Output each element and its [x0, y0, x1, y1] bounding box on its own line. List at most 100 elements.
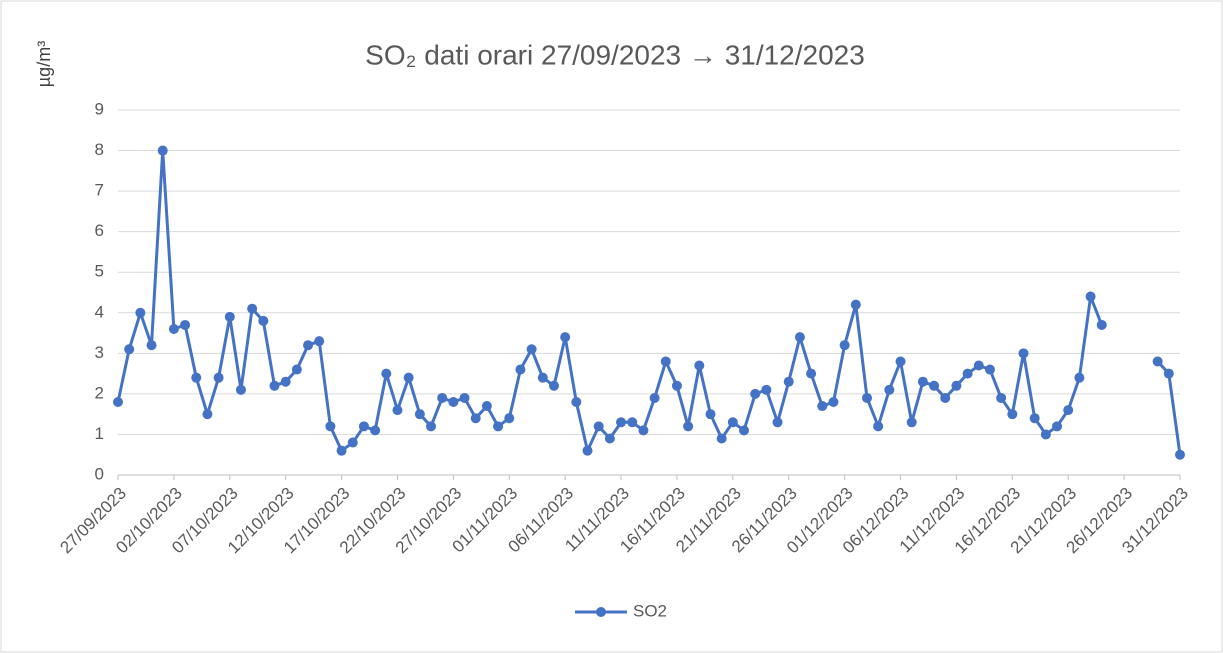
point [459, 392, 470, 403]
point [314, 336, 325, 347]
point [861, 392, 872, 403]
point [1096, 319, 1107, 330]
point [817, 401, 828, 412]
point [727, 417, 738, 428]
point [716, 433, 727, 444]
point [638, 425, 649, 436]
point [1052, 421, 1063, 432]
point [224, 311, 235, 322]
point [247, 303, 258, 314]
y-tick-label: 9 [95, 99, 104, 118]
point [426, 421, 437, 432]
point [235, 384, 246, 395]
y-tick-label: 3 [95, 343, 104, 362]
point [649, 392, 660, 403]
point [951, 380, 962, 391]
point [627, 417, 638, 428]
point [783, 376, 794, 387]
point [504, 413, 515, 424]
point [392, 405, 403, 416]
point [336, 445, 347, 456]
point [481, 401, 492, 412]
point [548, 380, 559, 391]
point [1163, 368, 1174, 379]
point [806, 368, 817, 379]
point [1074, 372, 1085, 383]
point [258, 315, 269, 326]
point [1029, 413, 1040, 424]
point [671, 380, 682, 391]
point [157, 145, 168, 156]
y-tick-label: 4 [95, 302, 104, 321]
point [515, 364, 526, 375]
point [794, 332, 805, 343]
point [873, 421, 884, 432]
y-axis-label: µg/m³ [34, 41, 54, 87]
point [403, 372, 414, 383]
point [493, 421, 504, 432]
point [291, 364, 302, 375]
point [146, 340, 157, 351]
point [895, 356, 906, 367]
point [135, 307, 146, 318]
point [1007, 409, 1018, 420]
y-tick-label: 6 [95, 221, 104, 240]
point [884, 384, 895, 395]
point [828, 397, 839, 407]
point [839, 340, 850, 351]
point [604, 433, 615, 444]
point [761, 384, 772, 395]
point [303, 340, 314, 351]
point [917, 376, 928, 387]
point [113, 397, 123, 407]
point [1085, 291, 1096, 302]
y-tick-label: 1 [95, 424, 104, 443]
point [124, 344, 135, 355]
point [940, 392, 951, 403]
point [180, 319, 191, 330]
point [582, 445, 593, 456]
point [616, 417, 627, 428]
point [381, 368, 392, 379]
point [739, 425, 750, 436]
point [973, 360, 984, 371]
y-tick-label: 5 [95, 262, 104, 281]
point [437, 392, 448, 403]
point [448, 397, 459, 407]
point [358, 421, 369, 432]
point [962, 368, 973, 379]
point [906, 417, 917, 428]
point [1152, 356, 1163, 367]
point [470, 413, 481, 424]
point [1063, 405, 1074, 416]
point [750, 388, 761, 399]
y-tick-label: 8 [95, 140, 104, 159]
y-tick-label: 2 [95, 383, 104, 402]
point [984, 364, 995, 375]
point [850, 299, 861, 310]
y-tick-label: 0 [95, 464, 104, 483]
point [526, 344, 537, 355]
point [1040, 429, 1051, 440]
point [929, 380, 940, 391]
point [593, 421, 604, 432]
point [772, 417, 783, 428]
point [280, 376, 291, 387]
point [370, 425, 381, 436]
point [191, 372, 202, 383]
point [202, 409, 213, 420]
point [560, 332, 571, 343]
point [347, 437, 358, 448]
point [996, 392, 1007, 403]
point [1175, 449, 1185, 460]
point [660, 356, 671, 367]
point [414, 409, 425, 420]
y-tick-label: 7 [95, 181, 104, 200]
point [1018, 348, 1029, 359]
point [705, 409, 716, 420]
chart-title: SO₂ dati orari 27/09/2023 → 31/12/2023 [365, 39, 865, 70]
point [325, 421, 336, 432]
point [168, 324, 179, 334]
point [683, 421, 694, 432]
